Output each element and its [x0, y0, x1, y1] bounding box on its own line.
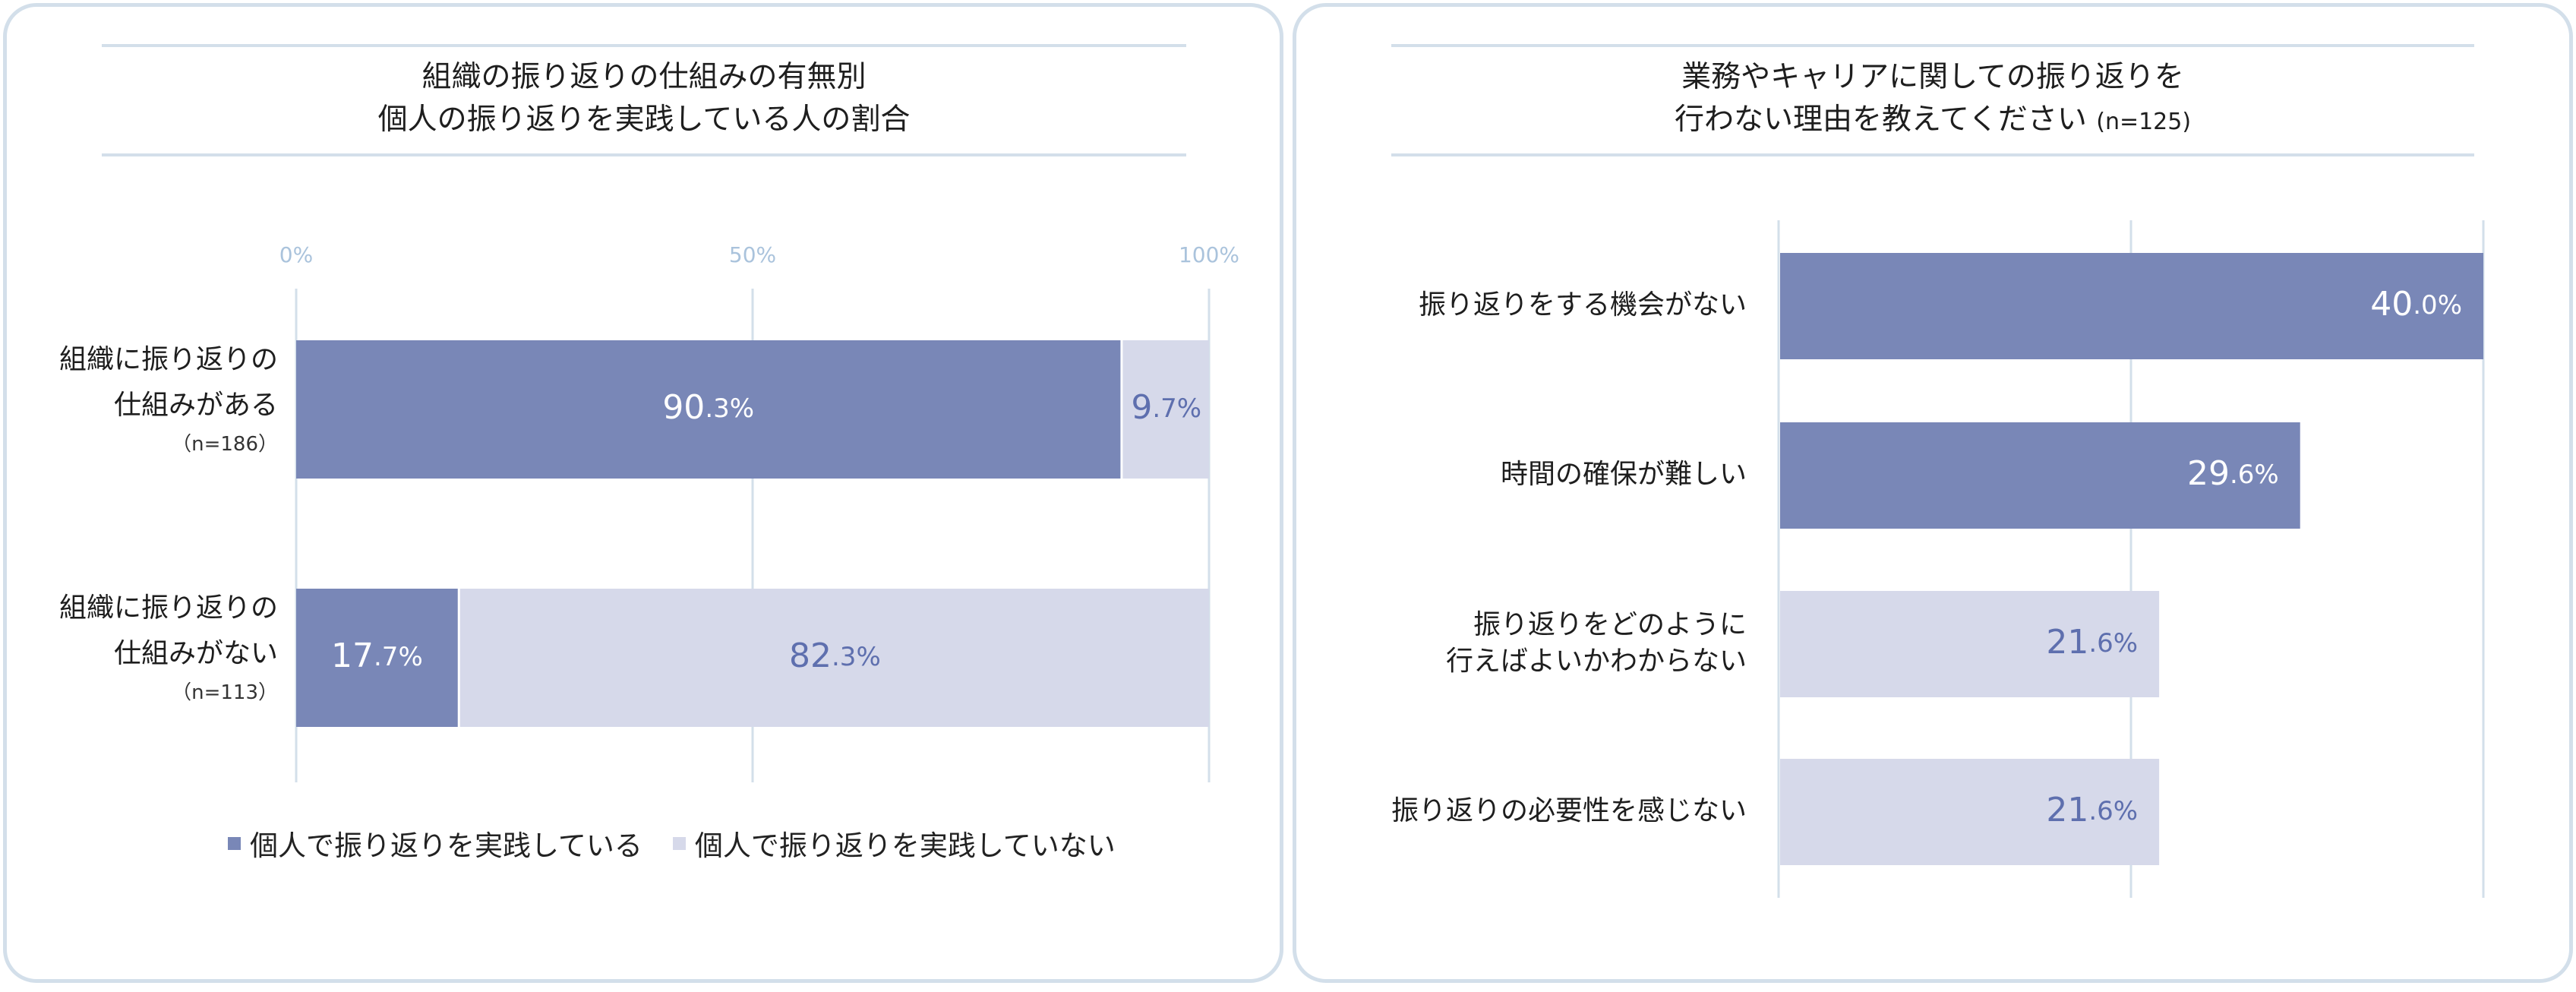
left-bar-data-label: 90.3%	[662, 388, 754, 427]
left-title-rule-bottom	[102, 153, 1186, 156]
right-title-rule-top	[1391, 44, 2474, 47]
left-bar-data-label: 17.7%	[331, 637, 423, 675]
right-title-line2-wrap: 行わない理由を教えてください (n=125)	[1391, 99, 2474, 144]
legend-swatch-practicing	[228, 836, 241, 850]
left-x-tick-label: 100%	[1179, 242, 1239, 267]
right-title-line2: 行わない理由を教えてください	[1674, 103, 2087, 137]
right-category-label: 振り返りをする機会がない	[1419, 289, 1747, 321]
left-category-sample-size: （n=113）	[172, 681, 278, 704]
left-chart-legend: 個人で振り返りを実践している 個人で振り返りを実践していない	[228, 823, 1116, 864]
left-title-line2: 個人の振り返りを実践している人の割合	[377, 103, 911, 137]
left-chart-panel	[3, 3, 1283, 983]
left-chart-title: 組織の振り返りの仕組みの有無別 個人の振り返りを実践している人の割合	[102, 56, 1186, 141]
legend-label-practicing: 個人で振り返りを実践している	[250, 829, 642, 862]
left-category-label-line2: 仕組みがない	[114, 638, 278, 669]
right-bar-data-label: 21.6%	[2046, 791, 2138, 829]
left-category-label-line2: 仕組みがある	[114, 390, 278, 421]
right-category-label: 時間の確保が難しい	[1501, 459, 1747, 490]
left-title-rule-top	[102, 44, 1186, 47]
right-chart-title: 業務やキャリアに関しての振り返りを 行わない理由を教えてください (n=125)	[1391, 56, 2474, 144]
right-category-label: 行えばよいかわからない	[1446, 646, 1747, 677]
right-bar	[1780, 591, 2160, 697]
legend-swatch-not-practicing	[672, 836, 686, 850]
left-category-label-line1: 組織に振り返りの	[59, 344, 278, 375]
left-x-tick-label: 50%	[729, 242, 776, 267]
left-title-line1: 組織の振り返りの仕組みの有無別	[421, 60, 867, 94]
left-bar-data-label: 82.3%	[789, 637, 881, 675]
right-category-label: 振り返りをどのように	[1473, 609, 1747, 640]
right-bar	[1780, 253, 2483, 359]
right-title-line1: 業務やキャリアに関しての振り返りを	[1681, 60, 2184, 94]
left-bar-data-label: 9.7%	[1131, 388, 1201, 427]
legend-label-not-practicing: 個人で振り返りを実践していない	[694, 829, 1116, 862]
right-bar	[1780, 422, 2300, 529]
right-title-rule-bottom	[1391, 153, 2474, 156]
right-bar-data-label: 40.0%	[2370, 285, 2462, 324]
legend-item-not-practicing: 個人で振り返りを実践していない	[672, 823, 1116, 864]
left-bar-segment	[459, 589, 1209, 727]
left-bar-segment	[1122, 340, 1209, 479]
left-x-tick-label: 0%	[279, 242, 313, 267]
right-title-sample-size: (n=125)	[2096, 109, 2192, 135]
left-bar-segment	[296, 589, 458, 727]
right-bar	[1780, 759, 2160, 865]
right-category-label: 振り返りの必要性を感じない	[1391, 795, 1747, 826]
left-category-sample-size: （n=186）	[172, 433, 278, 456]
left-category-label-line1: 組織に振り返りの	[59, 592, 278, 624]
legend-item-practicing: 個人で振り返りを実践している	[228, 823, 642, 864]
left-bar-segment	[296, 340, 1121, 479]
right-bar-data-label: 21.6%	[2046, 623, 2138, 662]
right-bar-data-label: 29.6%	[2187, 454, 2279, 493]
